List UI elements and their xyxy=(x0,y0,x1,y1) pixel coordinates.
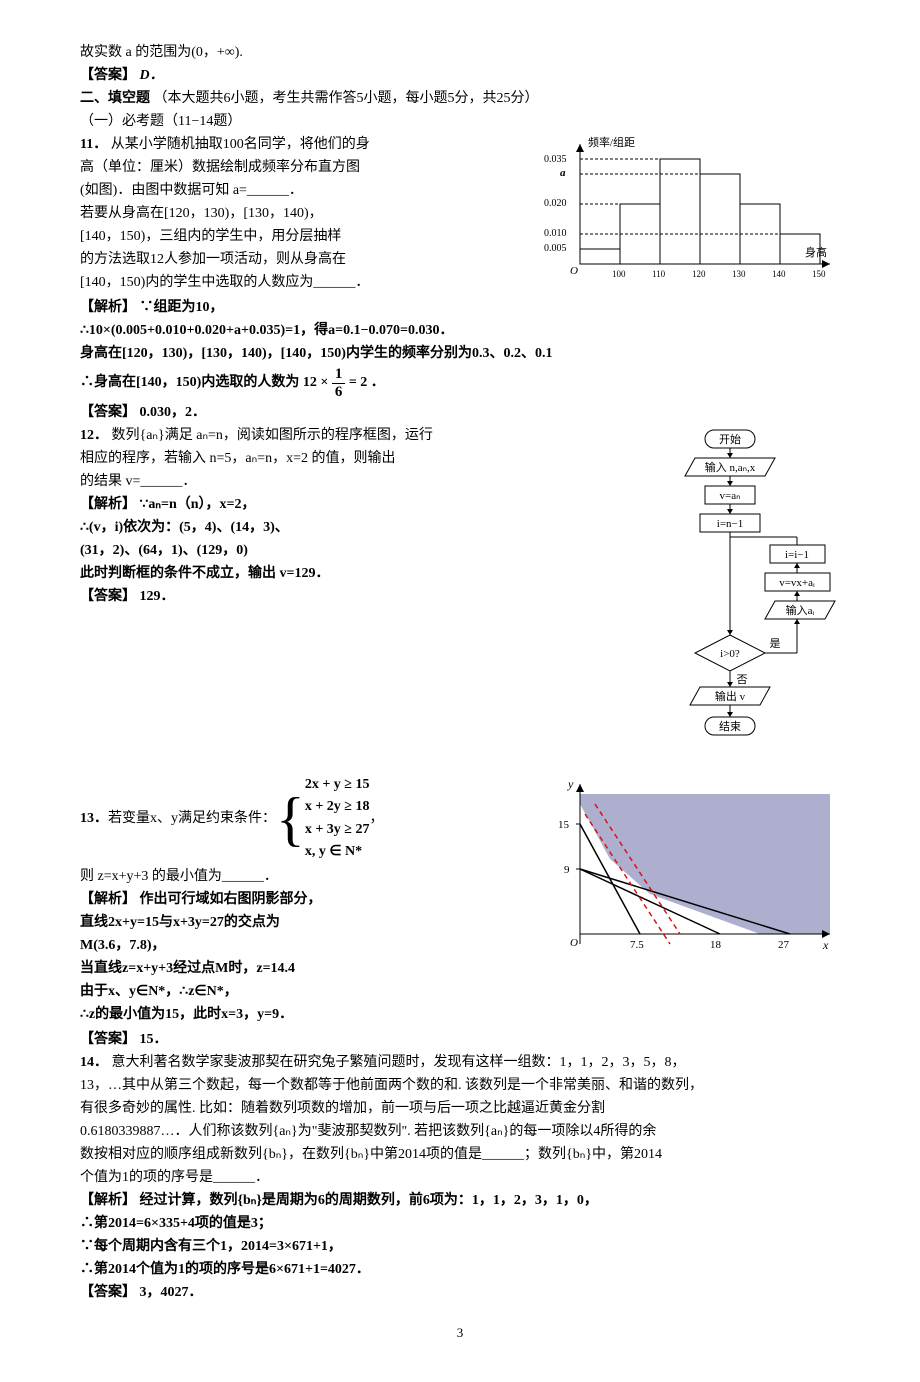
q13-c2: x + 2y ≥ 18 xyxy=(305,796,370,818)
frac-num: 1 xyxy=(332,366,346,384)
q12-line1: 数列{aₙ}满足 aₙ=n，阅读如图所示的程序框图，运行 xyxy=(112,428,433,443)
q14-line1: 意大利著名数学家斐波那契在研究兔子繁殖问题时，发现有这样一组数：1，1，2，3，… xyxy=(112,1055,686,1070)
q13-sol-label: 【解析】 xyxy=(80,892,136,907)
q14-sol-label: 【解析】 xyxy=(80,1193,136,1208)
q14-line4: 0.6180339887…．人们称该数列{aₙ}为"斐波那契数列". 若把该数列… xyxy=(80,1121,840,1142)
flowchart-figure: 开始 输入 n,aₙ,x v=aₙ i=n−1 i=i−1 v=vx+aᵢ xyxy=(650,425,840,772)
svg-text:输入 n,aₙ,x: 输入 n,aₙ,x xyxy=(705,460,756,474)
q14-sol2: ∴第2014=6×335+4项的值是3； xyxy=(80,1213,840,1234)
q11-line1: 从某小学随机抽取100名同学，将他们的身 xyxy=(111,137,370,152)
q11-frac: 1 6 xyxy=(332,366,346,400)
svg-text:v=vx+aᵢ: v=vx+aᵢ xyxy=(779,577,815,589)
q13-sol6: ∴z的最小值为15，此时x=3，y=9． xyxy=(80,1004,840,1025)
svg-text:7.5: 7.5 xyxy=(630,939,644,951)
svg-text:i=i−1: i=i−1 xyxy=(785,549,809,561)
q11-sol3: 身高在[120，130)，[130，140)，[140，150)内学生的频率分别… xyxy=(80,343,840,364)
section-title: 二、填空题 xyxy=(80,91,150,106)
svg-text:9: 9 xyxy=(564,864,570,876)
histogram-figure: 频率/组距 身高 O 0.035 a 0.020 0.010 0.005 100… xyxy=(540,134,840,291)
q14-num: 14． xyxy=(80,1055,108,1070)
answer-label: 【答案】 xyxy=(80,68,136,83)
page-number: 3 xyxy=(80,1323,840,1343)
q12-ans-label: 【答案】 xyxy=(80,589,136,604)
q11-num: 11． xyxy=(80,137,107,152)
q14-line2: 13，…其中从第三个数起，每一个数都等于他前面两个数的和. 该数列是一个非常美丽… xyxy=(80,1075,840,1096)
q12-sol1: ∵aₙ=n（n），x=2， xyxy=(140,497,256,512)
q14-line3: 有很多奇妙的属性. 比如：随着数列项数的增加，前一项与后一项之比越逼近黄金分割 xyxy=(80,1098,840,1119)
svg-text:100: 100 xyxy=(612,269,626,279)
q14-line6: 个值为1的项的序号是______． xyxy=(80,1167,840,1188)
q13-sol5: 由于x、y∈N*，∴z∈N*， xyxy=(80,981,840,1002)
svg-text:130: 130 xyxy=(732,269,746,279)
svg-text:0.020: 0.020 xyxy=(544,198,567,209)
svg-text:开始: 开始 xyxy=(719,432,741,446)
svg-text:140: 140 xyxy=(772,269,786,279)
q11-sol1: ∵组距为10， xyxy=(140,300,224,315)
svg-text:是: 是 xyxy=(770,637,781,650)
svg-text:v=aₙ: v=aₙ xyxy=(720,490,741,502)
q14-line5: 数按相对应的顺序组成新数列{bₙ}，在数列{bₙ}中第2014项的值是_____… xyxy=(80,1144,840,1165)
section-desc: （本大题共6小题，考生共需作答5小题，每小题5分，共25分） xyxy=(154,91,539,106)
svg-text:a: a xyxy=(560,167,566,179)
q11-sol2: ∴10×(0.005+0.010+0.020+a+0.035)=1，得a=0.1… xyxy=(80,320,840,341)
q14-ans: 3，4027． xyxy=(140,1285,203,1300)
svg-text:x: x xyxy=(822,938,829,952)
q14-sol4: ∴第2014个值为1的项的序号是6×671+1=4027． xyxy=(80,1259,840,1280)
q12-sol-label: 【解析】 xyxy=(80,497,136,512)
q13-ans-label: 【答案】 xyxy=(80,1032,136,1047)
svg-text:0.010: 0.010 xyxy=(544,228,567,239)
svg-text:O: O xyxy=(570,937,578,949)
q11-ans: 0.030，2． xyxy=(140,405,207,420)
svg-text:结束: 结束 xyxy=(719,720,741,733)
frac-den: 6 xyxy=(332,384,346,401)
svg-text:i>0?: i>0? xyxy=(720,648,740,660)
q13-c4: x, y ∈ N* xyxy=(305,841,370,863)
preamble-line-a: 故实数 a 的范围为(0，+∞). xyxy=(80,42,840,63)
q13-pre: 若变量x、y满足约束条件： xyxy=(108,808,276,829)
svg-text:y: y xyxy=(567,777,574,791)
svg-text:0.035: 0.035 xyxy=(544,154,567,165)
svg-text:输出 v: 输出 v xyxy=(715,689,746,703)
q11-sol-label: 【解析】 xyxy=(80,300,136,315)
answer-value: D． xyxy=(140,68,164,83)
q11-sol4-pre: ∴身高在[140，150)内选取的人数为 xyxy=(80,375,299,390)
q12-num: 12． xyxy=(80,428,108,443)
q11-sol4-mul: × xyxy=(320,375,328,390)
svg-text:27: 27 xyxy=(778,939,790,951)
q13-ans: 15． xyxy=(140,1032,168,1047)
q12-ans: 129． xyxy=(140,589,175,604)
q14-sol3: ∵每个周期内含有三个1，2014=3×671+1， xyxy=(80,1236,840,1257)
svg-text:输入aᵢ: 输入aᵢ xyxy=(786,603,815,617)
region-figure: x y O 15 9 7.5 18 27 xyxy=(540,774,840,971)
q13-comma: ， xyxy=(369,808,383,829)
q14-sol1: 经过计算，数列{bₙ}是周期为6的周期数列，前6项为：1，1，2，3，1，0， xyxy=(140,1193,598,1208)
q13-c1: 2x + y ≥ 15 xyxy=(305,774,370,796)
q14-ans-label: 【答案】 xyxy=(80,1285,136,1300)
svg-text:150: 150 xyxy=(812,269,826,279)
sub-title: （一）必考题（11−14题） xyxy=(80,111,840,132)
svg-text:110: 110 xyxy=(652,269,666,279)
svg-text:15: 15 xyxy=(558,819,570,831)
svg-text:否: 否 xyxy=(737,674,748,686)
svg-text:O: O xyxy=(570,265,578,277)
q11-ans-label: 【答案】 xyxy=(80,405,136,420)
q11-sol4-post: ． xyxy=(371,375,385,390)
x-axis-label: 身高 xyxy=(805,245,827,259)
svg-text:18: 18 xyxy=(710,939,722,951)
q13-brace: { 2x + y ≥ 15 x + 2y ≥ 18 x + 3y ≥ 27 x,… xyxy=(276,774,369,864)
svg-text:i=n−1: i=n−1 xyxy=(717,518,743,530)
q11-sol4-eq: = 2 xyxy=(349,375,367,390)
q11-sol4-a: 12 xyxy=(303,375,317,390)
svg-text:0.005: 0.005 xyxy=(544,243,567,254)
q13-c3: x + 3y ≥ 27 xyxy=(305,819,370,841)
svg-text:120: 120 xyxy=(692,269,706,279)
q13-sol1: 作出可行域如右图阴影部分， xyxy=(140,892,322,907)
q13-num: 13． xyxy=(80,808,108,829)
y-axis-label: 频率/组距 xyxy=(588,135,635,149)
